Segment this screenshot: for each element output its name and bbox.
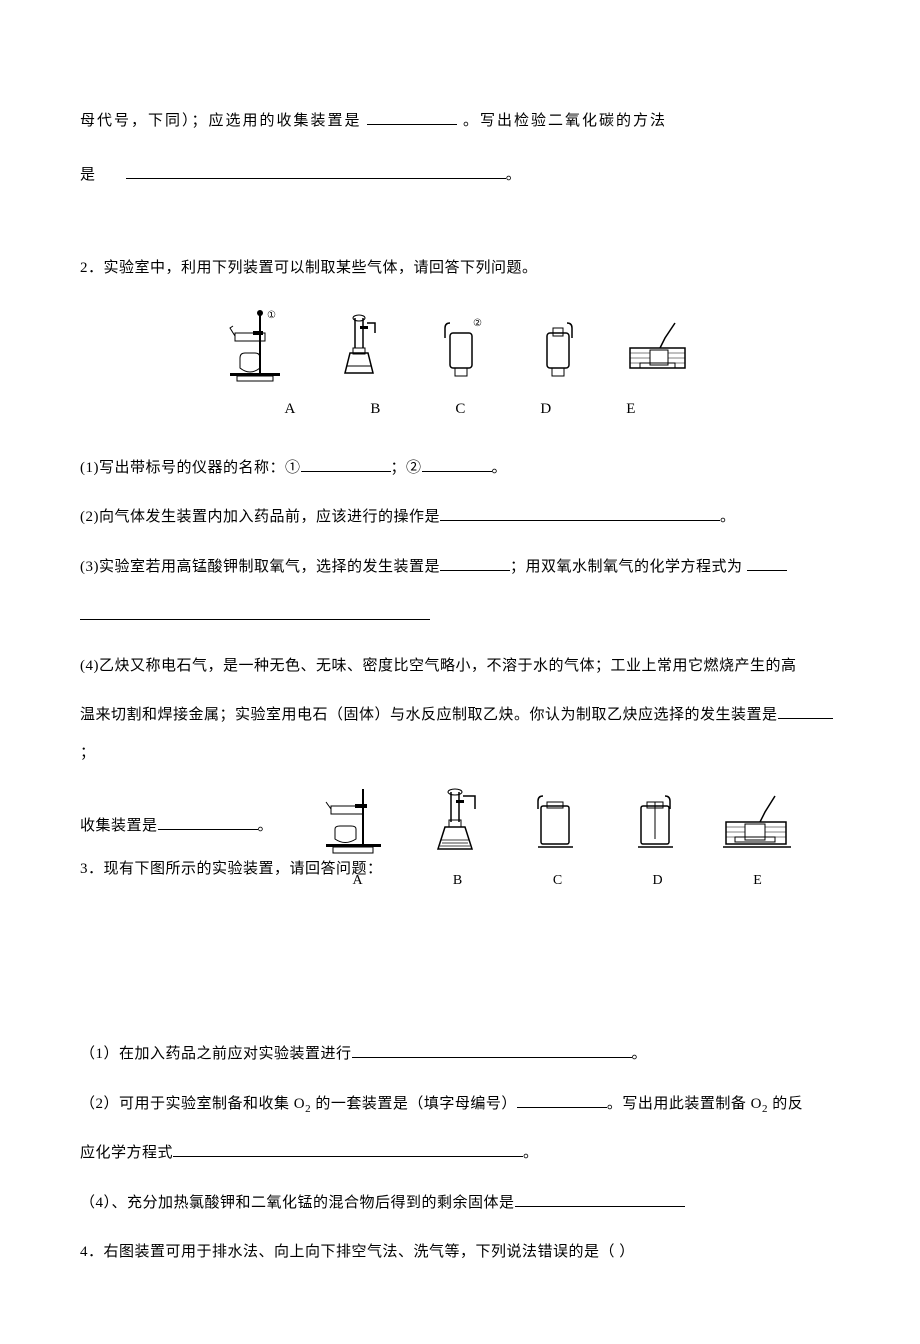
apparatus-d	[525, 308, 595, 383]
q2-sub1-b: ；②	[391, 460, 422, 476]
q2-sub3-b: ；用双氧水制氧气的化学方程式为	[510, 559, 743, 575]
apparatus-a: ①	[225, 308, 295, 383]
label-b: B	[370, 388, 380, 430]
blank-acetylene-collect	[158, 812, 258, 830]
q2-intro: 2．实验室中，利用下列装置可以制取某些气体，请回答下列问题。	[80, 250, 840, 288]
svg-text:①: ①	[267, 310, 276, 321]
q2-sub4-e: 。	[258, 818, 274, 834]
blank-instrument1	[301, 454, 391, 472]
label-d: D	[540, 388, 551, 430]
q2-sub1-c: 。	[492, 460, 508, 476]
q2-sub4-b: 温来切割和焊接金属；实验室用电石（固体）与水反应制取乙炔。你认为制取乙炔应选择的…	[80, 707, 778, 723]
apparatus-e	[625, 308, 695, 383]
blank-instrument2	[422, 454, 492, 472]
q3-apparatus-e: E	[723, 784, 793, 900]
apparatus-b-icon	[325, 308, 395, 383]
label-e: E	[626, 388, 635, 430]
blank-collection-device	[367, 107, 457, 125]
q3-apparatus-b-icon	[423, 784, 493, 859]
q3-label-d: D	[652, 861, 662, 900]
q3-apparatus-a-icon	[323, 784, 393, 859]
q3-sub2-e: 应化学方程式	[80, 1145, 173, 1161]
q2-sub4-a: (4)乙炔又称电石气，是一种无色、无味、密度比空气略小，不溶于水的气体；工业上常…	[80, 658, 797, 674]
q3-label-c: C	[553, 861, 562, 900]
q3-label-b: B	[453, 861, 462, 900]
q3-apparatus-e-icon	[723, 784, 793, 859]
q3-apparatus-c: C	[523, 784, 593, 900]
q1-text-c: 是	[80, 167, 97, 183]
blank-q3-residue	[515, 1189, 685, 1207]
q3-sub2-a: （2）可用于实验室制备和收集 O	[80, 1096, 305, 1112]
q3-sub4-a: （4）、充分加热氯酸钾和二氧化锰的混合物后得到的剩余固体是	[80, 1195, 515, 1211]
q2-sub3: (3)实验室若用高锰酸钾制取氧气，选择的发生装置是 ；用双氧水制氧气的化学方程式为	[80, 549, 840, 587]
q1-text-a: 母代号，下同）；应选用的收集装置是	[80, 113, 362, 129]
label-c: C	[455, 388, 465, 430]
q3-sub4: （4）、充分加热氯酸钾和二氧化锰的混合物后得到的剩余固体是	[80, 1185, 840, 1223]
q3-diagrams: A B	[323, 784, 793, 900]
q3-label-a: A	[352, 861, 362, 900]
q3-apparatus-d-icon	[623, 784, 693, 859]
blank-gen-device	[440, 553, 510, 571]
q2-sub4-line2: 温来切割和焊接金属；实验室用电石（固体）与水反应制取乙炔。你认为制取乙炔应选择的…	[80, 697, 840, 772]
blank-q3-check	[352, 1040, 632, 1058]
apparatus-c: ②	[425, 308, 495, 383]
q3-apparatus-c-icon	[523, 784, 593, 859]
q3-sub1: （1）在加入药品之前应对实验装置进行 。	[80, 1036, 840, 1074]
q3-apparatus-d: D	[623, 784, 693, 900]
q3-sub2-f: 。	[523, 1145, 539, 1161]
q3-sub1-b: 。	[632, 1046, 648, 1062]
q2-sub1: (1)写出带标号的仪器的名称：① ；② 。	[80, 450, 840, 488]
q2-sub4-c: ；	[80, 745, 96, 761]
blank-acetylene-gen	[778, 701, 833, 719]
blank-operation	[440, 503, 720, 521]
q3-sub2-c: 。写出用此装置制备 O	[607, 1096, 762, 1112]
q2-sub2-a: (2)向气体发生装置内加入药品前，应该进行的操作是	[80, 509, 440, 525]
apparatus-b	[325, 308, 395, 383]
apparatus-c-icon: ②	[425, 308, 495, 383]
apparatus-d-icon	[525, 308, 595, 383]
q2-sub2: (2)向气体发生装置内加入药品前，应该进行的操作是 。	[80, 499, 840, 537]
q3-apparatus-a: A	[323, 784, 393, 900]
q1-line2: 是 。	[80, 154, 840, 196]
apparatus-a-icon: ①	[225, 308, 295, 383]
blank-q3-equation	[173, 1139, 523, 1157]
blank-equation-start	[747, 553, 787, 571]
q3-sub2: （2）可用于实验室制备和收集 O2 的一套装置是（填字母编号）。写出用此装置制备…	[80, 1086, 840, 1124]
q1-text-b: 。写出检验二氧化碳的方法	[463, 113, 667, 129]
q3-sub1-a: （1）在加入药品之前应对实验装置进行	[80, 1046, 352, 1062]
q4: 4．右图装置可用于排水法、向上向下排空气法、洗气等，下列说法错误的是（ ）	[80, 1234, 840, 1272]
q3-apparatus-b: B	[423, 784, 493, 900]
blank-equation	[80, 602, 430, 620]
q2-sub3-cont	[80, 598, 840, 636]
q2-diagrams: ① ②	[80, 308, 840, 383]
apparatus-e-icon	[625, 308, 695, 383]
q2-sub3-a: (3)实验室若用高锰酸钾制取氧气，选择的发生装置是	[80, 559, 440, 575]
q3-sub2-cont: 应化学方程式 。	[80, 1135, 840, 1173]
label-a: A	[285, 388, 296, 430]
q2-labels: A B C D E	[80, 388, 840, 430]
blank-q3-device	[517, 1090, 607, 1108]
q1-line1: 母代号，下同）；应选用的收集装置是 。写出检验二氧化碳的方法	[80, 100, 840, 142]
svg-text:②: ②	[473, 318, 482, 329]
blank-co2-method	[126, 161, 506, 179]
q2-sub4: (4)乙炔又称电石气，是一种无色、无味、密度比空气略小，不溶于水的气体；工业上常…	[80, 648, 840, 686]
q3-sub2-b: 的一套装置是（填字母编号）	[311, 1096, 517, 1112]
q2-sub4-q3-row: 收集装置是。 3．现有下图所示的实验装置，请回答问题： A	[80, 784, 840, 900]
q3-sub2-d: 的反	[768, 1096, 803, 1112]
q2-sub2-b: 。	[720, 509, 736, 525]
q2-sub1-a: (1)写出带标号的仪器的名称：①	[80, 460, 301, 476]
q2-sub4-d: 收集装置是	[80, 818, 158, 834]
q1-end: 。	[506, 167, 523, 183]
q3-label-e: E	[753, 861, 762, 900]
